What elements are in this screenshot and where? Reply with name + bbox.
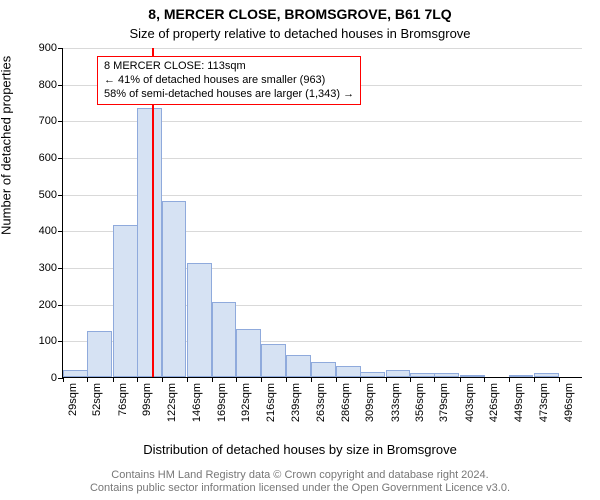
y-axis-label: Number of detached properties xyxy=(0,56,14,235)
x-tick-mark xyxy=(386,377,387,382)
y-tick-mark xyxy=(58,195,63,196)
x-tick-label: 403sqm xyxy=(464,383,476,422)
x-tick-mark xyxy=(484,377,485,382)
x-tick-mark xyxy=(534,377,535,382)
histogram-bar xyxy=(236,329,261,377)
y-tick-mark xyxy=(58,268,63,269)
x-tick-mark xyxy=(311,377,312,382)
x-tick-label: 146sqm xyxy=(191,383,203,422)
footer-line: Contains public sector information licen… xyxy=(0,482,600,496)
x-tick-mark xyxy=(460,377,461,382)
histogram-bar xyxy=(113,225,138,377)
y-tick-mark xyxy=(58,231,63,232)
x-tick-label: 169sqm xyxy=(216,383,228,422)
y-tick-mark xyxy=(58,158,63,159)
y-tick-label: 300 xyxy=(39,262,57,274)
x-tick-mark xyxy=(63,377,64,382)
y-tick-mark xyxy=(58,305,63,306)
histogram-bar xyxy=(509,375,534,377)
histogram-bar xyxy=(534,373,559,377)
y-tick-label: 0 xyxy=(51,372,57,384)
y-tick-mark xyxy=(58,121,63,122)
histogram-plot-area: 010020030040050060070080090029sqm52sqm76… xyxy=(62,48,582,378)
y-tick-mark xyxy=(58,341,63,342)
x-tick-label: 122sqm xyxy=(166,383,178,422)
histogram-bar xyxy=(187,263,212,377)
histogram-bar xyxy=(63,370,88,377)
x-tick-mark xyxy=(236,377,237,382)
histogram-bar xyxy=(87,331,112,377)
histogram-bar xyxy=(336,366,361,377)
histogram-bar xyxy=(311,362,336,377)
callout-box: 8 MERCER CLOSE: 113sqm← 41% of detached … xyxy=(97,56,361,105)
y-tick-mark xyxy=(58,85,63,86)
x-tick-label: 192sqm xyxy=(240,383,252,422)
histogram-bar xyxy=(460,375,485,377)
histogram-bar xyxy=(261,344,286,377)
histogram-bar xyxy=(386,370,411,377)
y-tick-label: 600 xyxy=(39,152,57,164)
histogram-bar xyxy=(286,355,311,377)
x-tick-label: 356sqm xyxy=(414,383,426,422)
y-tick-label: 100 xyxy=(39,335,57,347)
x-axis-label: Distribution of detached houses by size … xyxy=(0,442,600,457)
y-tick-label: 200 xyxy=(39,299,57,311)
x-tick-mark xyxy=(113,377,114,382)
x-tick-mark xyxy=(336,377,337,382)
x-tick-label: 309sqm xyxy=(364,383,376,422)
chart-title-line2: Size of property relative to detached ho… xyxy=(0,26,600,41)
x-tick-mark xyxy=(559,377,560,382)
footer-line: Contains HM Land Registry data © Crown c… xyxy=(0,469,600,483)
callout-line: ← 41% of detached houses are smaller (96… xyxy=(104,74,354,88)
footer-attribution: Contains HM Land Registry data © Crown c… xyxy=(0,469,600,497)
x-tick-label: 76sqm xyxy=(117,383,129,416)
x-tick-mark xyxy=(212,377,213,382)
x-tick-mark xyxy=(434,377,435,382)
histogram-bar xyxy=(212,302,237,377)
x-tick-label: 216sqm xyxy=(265,383,277,422)
y-tick-label: 500 xyxy=(39,189,57,201)
histogram-bar xyxy=(410,373,435,377)
x-tick-mark xyxy=(187,377,188,382)
x-tick-label: 449sqm xyxy=(513,383,525,422)
histogram-bar xyxy=(137,108,162,378)
y-tick-label: 800 xyxy=(39,79,57,91)
histogram-bar xyxy=(360,372,385,378)
x-tick-mark xyxy=(137,377,138,382)
x-tick-label: 52sqm xyxy=(91,383,103,416)
x-tick-label: 263sqm xyxy=(315,383,327,422)
x-tick-label: 473sqm xyxy=(538,383,550,422)
x-tick-label: 379sqm xyxy=(438,383,450,422)
y-tick-label: 900 xyxy=(39,42,57,54)
x-tick-mark xyxy=(87,377,88,382)
x-tick-mark xyxy=(162,377,163,382)
callout-line: 58% of semi-detached houses are larger (… xyxy=(104,88,354,102)
chart-title-line1: 8, MERCER CLOSE, BROMSGROVE, B61 7LQ xyxy=(0,6,600,22)
y-tick-label: 400 xyxy=(39,225,57,237)
x-tick-mark xyxy=(509,377,510,382)
histogram-bar xyxy=(434,373,459,377)
x-tick-label: 99sqm xyxy=(141,383,153,416)
x-tick-mark xyxy=(286,377,287,382)
x-tick-label: 426sqm xyxy=(488,383,500,422)
x-tick-label: 286sqm xyxy=(340,383,352,422)
callout-line: 8 MERCER CLOSE: 113sqm xyxy=(104,60,354,74)
x-tick-label: 29sqm xyxy=(67,383,79,416)
x-tick-label: 333sqm xyxy=(390,383,402,422)
histogram-bar xyxy=(162,201,187,377)
x-tick-label: 239sqm xyxy=(290,383,302,422)
gridline xyxy=(63,48,582,49)
x-tick-label: 496sqm xyxy=(563,383,575,422)
y-tick-mark xyxy=(58,48,63,49)
x-tick-mark xyxy=(360,377,361,382)
x-tick-mark xyxy=(410,377,411,382)
y-tick-label: 700 xyxy=(39,115,57,127)
x-tick-mark xyxy=(261,377,262,382)
